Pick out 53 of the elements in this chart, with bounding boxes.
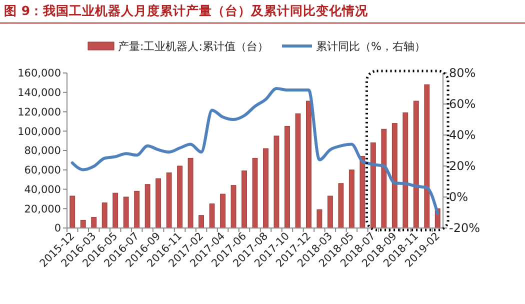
bar (188, 158, 194, 228)
bar (392, 123, 398, 228)
bar (295, 113, 301, 228)
bar (274, 136, 280, 228)
bar (144, 184, 150, 228)
bar (402, 112, 408, 228)
bar (338, 183, 344, 228)
bar (166, 172, 172, 228)
chart-title: 图 9：我国工业机器人月度累计产量（台）及累计同比变化情况 (4, 3, 370, 18)
bar (230, 185, 236, 228)
y-tick-label: 120,000 (18, 106, 61, 118)
bar (360, 156, 366, 228)
bar (370, 142, 376, 228)
y-tick-label: 0 (54, 222, 61, 235)
y2-tick-label: 80% (449, 66, 476, 80)
bar (220, 194, 226, 228)
bar (242, 170, 247, 228)
y-tick-label: 80,000 (24, 145, 61, 158)
y-tick-label: 40,000 (24, 184, 61, 196)
bar (413, 100, 419, 228)
bar (263, 148, 268, 228)
bar (156, 178, 162, 228)
bar (123, 196, 129, 228)
bar (198, 215, 204, 228)
bar (177, 166, 183, 228)
line-series (70, 87, 440, 216)
y2-tick-label: 60% (449, 97, 476, 112)
y2-tick-label: -20% (449, 221, 480, 236)
bar (252, 158, 258, 228)
bar (134, 190, 140, 228)
y-tick-label: 100,000 (18, 126, 61, 138)
bar (91, 217, 97, 228)
y-tick-label: 140,000 (18, 87, 61, 100)
bar (112, 192, 118, 228)
y2-tick-label: 40% (449, 128, 476, 142)
bar (306, 100, 312, 228)
bar (80, 220, 86, 228)
bar (316, 209, 322, 228)
bar (70, 196, 76, 228)
bar (381, 128, 387, 228)
legend-label: 产量:工业机器人:累计值（台） (118, 40, 268, 53)
bar (327, 196, 333, 228)
y2-tick-label: 20% (449, 159, 476, 174)
y-tick-label: 20,000 (24, 203, 61, 216)
y-tick-label: 160,000 (18, 68, 61, 80)
bar (348, 170, 354, 228)
y2-tick-label: 0% (449, 190, 468, 204)
bar (424, 84, 430, 228)
y-tick-label: 60,000 (24, 164, 61, 177)
bar (209, 203, 215, 228)
bar (102, 202, 108, 228)
bar (284, 126, 290, 228)
legend-label: 累计同比（%，右轴） (316, 40, 426, 53)
